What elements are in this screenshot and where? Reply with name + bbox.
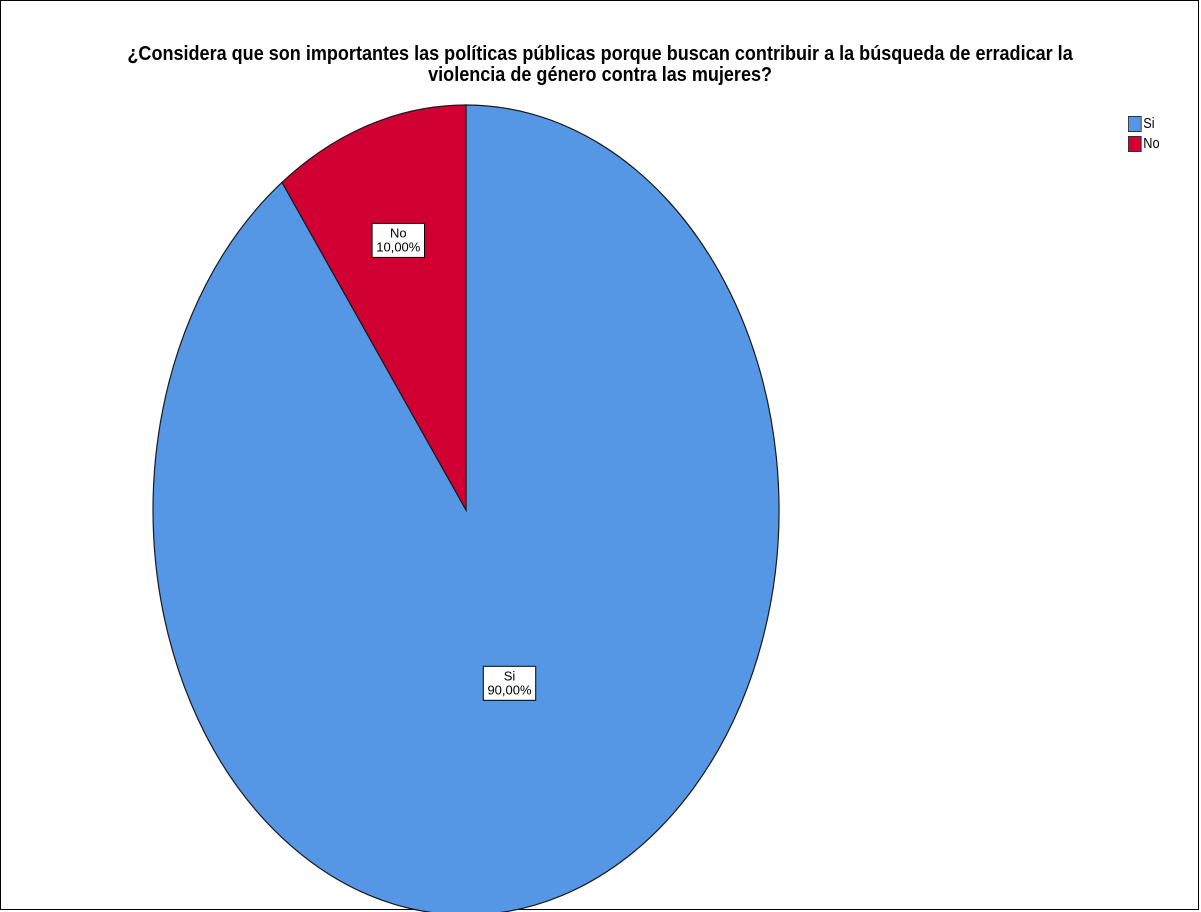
data-label-box-no: [371, 222, 426, 258]
pie-slice-no: [281, 104, 467, 513]
chart-title-line-2: violencia de género contra las mujeres?: [428, 63, 773, 86]
legend-swatch-si: [1128, 116, 1142, 132]
data-label-name-no: No: [390, 225, 407, 240]
data-label-box-si: [482, 665, 537, 701]
chart-title: ¿Considera que son importantes las polít…: [72, 43, 1129, 85]
pie-slices: [152, 104, 780, 912]
legend-label-no: No: [1143, 135, 1160, 152]
chart-legend: Si No: [1128, 116, 1165, 156]
legend-swatch-no: [1128, 136, 1142, 152]
legend-label-si: Si: [1143, 115, 1155, 132]
data-label-value-si: 90,00%: [487, 682, 532, 697]
legend-item-no: No: [1128, 136, 1160, 156]
data-label-name-si: Si: [504, 668, 516, 683]
chart-title-line-1: ¿Considera que son importantes las polít…: [127, 42, 1073, 65]
data-label-value-no: 10,00%: [376, 239, 421, 254]
legend-item-si: Si: [1128, 116, 1160, 136]
